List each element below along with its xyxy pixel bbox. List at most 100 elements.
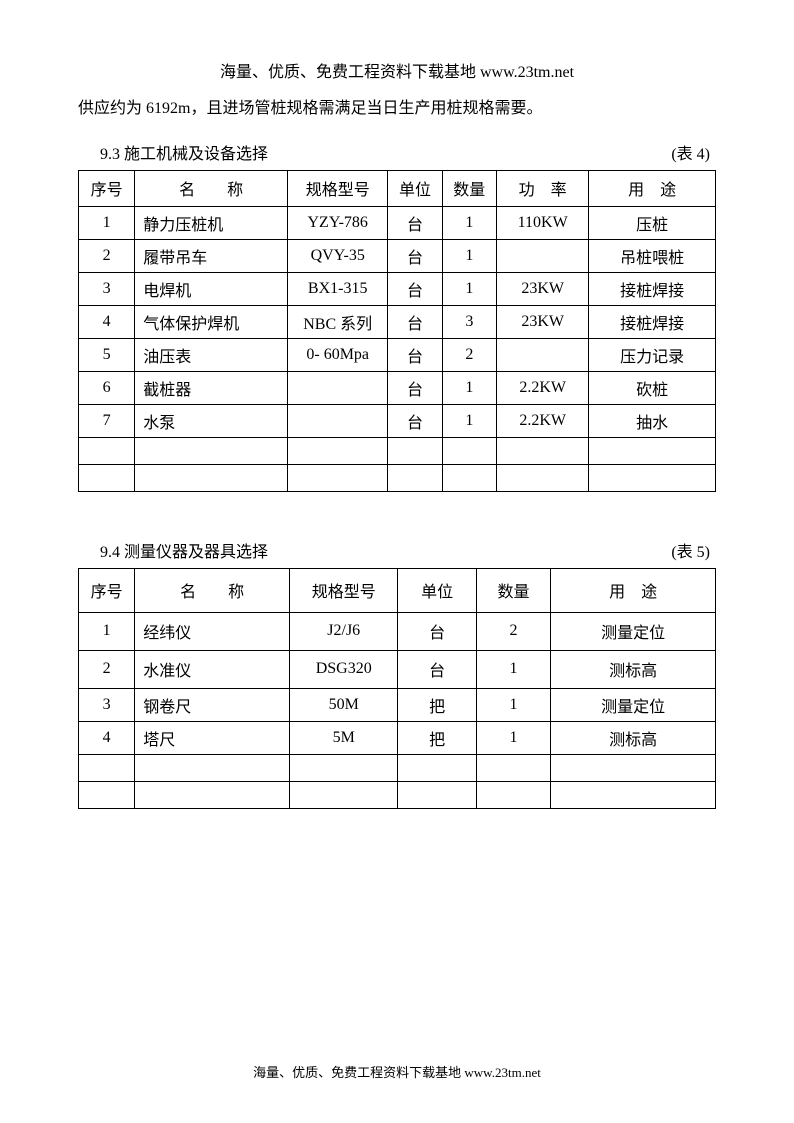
table-cell: 2 <box>442 338 496 371</box>
table-cell: 测标高 <box>551 650 716 688</box>
table-cell: 台 <box>388 371 442 404</box>
table-cell: 3 <box>79 688 135 721</box>
table-row <box>79 781 716 808</box>
page-footer: 海量、优质、免费工程资料下载基地 www.23tm.net <box>0 1062 794 1081</box>
table-cell: 2 <box>79 650 135 688</box>
table-cell: 23KW <box>496 305 588 338</box>
table-cell <box>388 437 442 464</box>
table-cell: 测标高 <box>551 721 716 754</box>
table-cell <box>476 754 550 781</box>
table-row <box>79 754 716 781</box>
table-cell: J2/J6 <box>289 612 398 650</box>
table-cell <box>135 754 290 781</box>
table-cell: 2 <box>79 239 135 272</box>
column-header: 用 途 <box>589 170 716 206</box>
table-cell <box>287 371 387 404</box>
table-cell: YZY-786 <box>287 206 387 239</box>
table-cell: 1 <box>442 239 496 272</box>
table-cell: 4 <box>79 721 135 754</box>
table-cell <box>398 781 476 808</box>
column-header: 功 率 <box>496 170 588 206</box>
column-header: 数量 <box>442 170 496 206</box>
table-row: 7水泵台12.2KW抽水 <box>79 404 716 437</box>
table-cell: 抽水 <box>589 404 716 437</box>
table-cell: BX1-315 <box>287 272 387 305</box>
table-cell: 接桩焊接 <box>589 305 716 338</box>
table-cell: 油压表 <box>135 338 288 371</box>
table-cell <box>287 464 387 491</box>
table-cell: 2.2KW <box>496 371 588 404</box>
column-header: 序号 <box>79 170 135 206</box>
table-row <box>79 437 716 464</box>
table-cell <box>287 404 387 437</box>
table-cell <box>79 754 135 781</box>
table-row <box>79 464 716 491</box>
table-cell: 钢卷尺 <box>135 688 290 721</box>
table-cell: 1 <box>442 206 496 239</box>
table-cell <box>398 754 476 781</box>
table-cell <box>135 781 290 808</box>
table-cell <box>135 437 288 464</box>
table-cell: 气体保护焊机 <box>135 305 288 338</box>
table-cell <box>476 781 550 808</box>
table-cell <box>442 437 496 464</box>
table-row: 2履带吊车QVY-35台1吊桩喂桩 <box>79 239 716 272</box>
column-header: 数量 <box>476 568 550 612</box>
table-cell: 台 <box>398 650 476 688</box>
table-cell: 电焊机 <box>135 272 288 305</box>
table-cell: 23KW <box>496 272 588 305</box>
table-cell: 压力记录 <box>589 338 716 371</box>
table-cell <box>496 437 588 464</box>
table-label: (表 5) <box>671 538 710 562</box>
table-cell: 台 <box>388 206 442 239</box>
column-header: 规格型号 <box>289 568 398 612</box>
table-cell: 1 <box>79 612 135 650</box>
table-row: 4气体保护焊机NBC 系列台323KW接桩焊接 <box>79 305 716 338</box>
column-header: 单位 <box>388 170 442 206</box>
table-9-4: 序号名 称规格型号单位数量用 途 1经纬仪J2/J6台2测量定位2水准仪DSG3… <box>78 568 716 809</box>
table-cell: 水泵 <box>135 404 288 437</box>
table-cell: QVY-35 <box>287 239 387 272</box>
table-cell <box>79 464 135 491</box>
table-cell <box>442 464 496 491</box>
table-cell: 履带吊车 <box>135 239 288 272</box>
table-cell <box>551 754 716 781</box>
table-cell: 4 <box>79 305 135 338</box>
table-cell <box>496 239 588 272</box>
table-cell: 截桩器 <box>135 371 288 404</box>
table-cell: 台 <box>388 305 442 338</box>
table-cell: DSG320 <box>289 650 398 688</box>
table-header-row: 序号名 称规格型号单位数量功 率用 途 <box>79 170 716 206</box>
table-cell: 2 <box>476 612 550 650</box>
table-cell: 台 <box>388 272 442 305</box>
table-cell: 经纬仪 <box>135 612 290 650</box>
table-row: 6截桩器台12.2KW砍桩 <box>79 371 716 404</box>
column-header: 单位 <box>398 568 476 612</box>
table-cell: 测量定位 <box>551 612 716 650</box>
table-cell: 接桩焊接 <box>589 272 716 305</box>
table-cell: 1 <box>442 272 496 305</box>
column-header: 名 称 <box>135 568 290 612</box>
table-cell: 5M <box>289 721 398 754</box>
section-title: 9.4 测量仪器及器具选择 <box>100 538 268 562</box>
section-title: 9.3 施工机械及设备选择 <box>100 140 268 164</box>
body-paragraph: 供应约为 6192m，且进场管桩规格需满足当日生产用桩规格需要。 <box>78 96 716 122</box>
table-label: (表 4) <box>671 140 710 164</box>
table-cell: 6 <box>79 371 135 404</box>
table-cell <box>551 781 716 808</box>
table-cell: 3 <box>79 272 135 305</box>
table-cell: 7 <box>79 404 135 437</box>
table-row: 1静力压桩机YZY-786台1110KW压桩 <box>79 206 716 239</box>
table-cell <box>289 754 398 781</box>
table-cell: 把 <box>398 721 476 754</box>
table-cell: 1 <box>476 688 550 721</box>
page-header: 海量、优质、免费工程资料下载基地 www.23tm.net <box>78 58 716 82</box>
table-row: 3电焊机BX1-315台123KW接桩焊接 <box>79 272 716 305</box>
table-row: 2水准仪DSG320台1测标高 <box>79 650 716 688</box>
table-cell: 吊桩喂桩 <box>589 239 716 272</box>
table-row: 1经纬仪J2/J6台2测量定位 <box>79 612 716 650</box>
table-cell: 1 <box>442 404 496 437</box>
table-cell <box>287 437 387 464</box>
table-cell: 台 <box>388 338 442 371</box>
table-cell <box>496 338 588 371</box>
